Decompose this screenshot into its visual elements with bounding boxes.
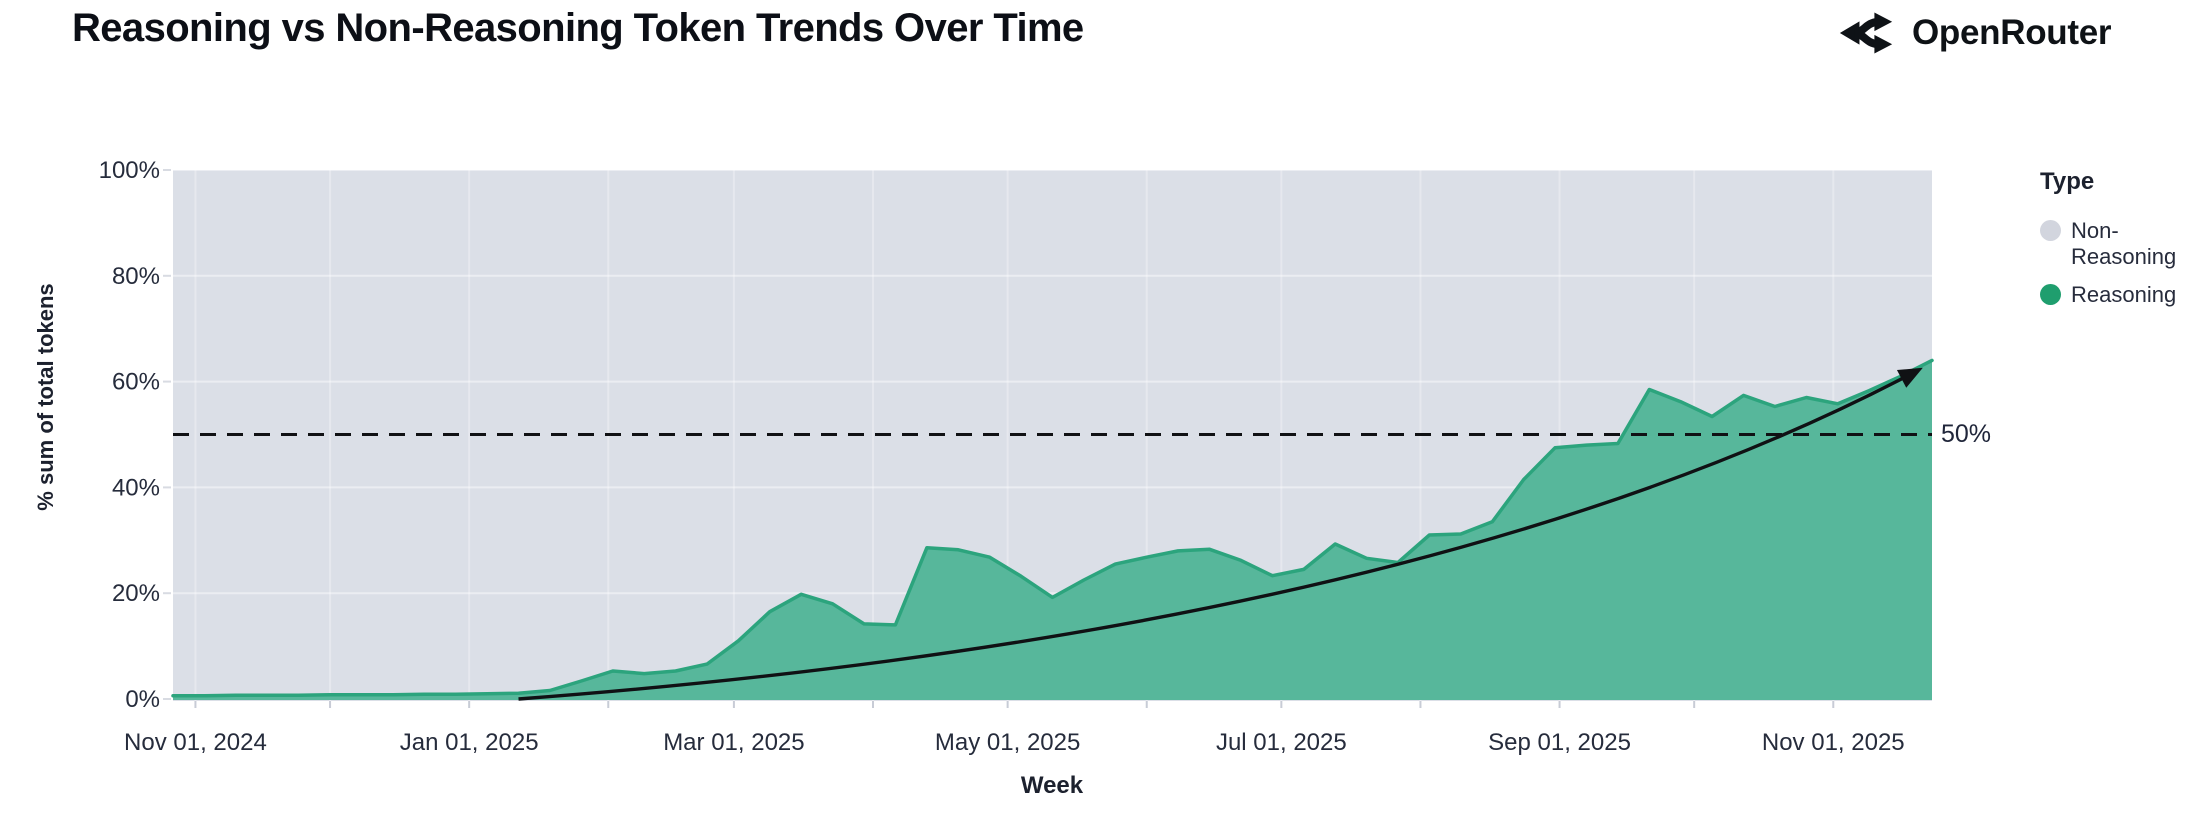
legend-title: Type [2040, 168, 2095, 195]
brand-wordmark: OpenRouter [1912, 13, 2112, 52]
y-tick-label: 60% [112, 369, 160, 396]
legend-entry-label: Reasoning [2071, 282, 2177, 308]
x-tick-label: May 01, 2025 [935, 729, 1080, 756]
x-tick-label: Mar 01, 2025 [663, 729, 804, 756]
y-tick-label: 80% [112, 263, 160, 290]
x-tick-label: Sep 01, 2025 [1488, 729, 1631, 756]
x-tick-label: Jan 01, 2025 [400, 729, 539, 756]
page-title: Reasoning vs Non-Reasoning Token Trends … [72, 6, 1084, 50]
legend-swatch-icon [2040, 220, 2061, 241]
x-tick-label: Jul 01, 2025 [1216, 729, 1347, 756]
x-tick-label: Nov 01, 2025 [1762, 729, 1905, 756]
reference-line-label: 50% [1941, 420, 1992, 448]
x-tick-label: Nov 01, 2024 [124, 729, 267, 756]
legend-swatch-icon [2040, 284, 2061, 306]
reasoning-area [173, 360, 1932, 700]
y-tick-label: 20% [112, 580, 160, 607]
reasoning-area-edge [171, 358, 1934, 698]
brand-lockup: OpenRouter [1838, 10, 2112, 56]
openrouter-logo-icon [1839, 12, 1893, 54]
y-tick-label: 100% [99, 157, 160, 184]
trend-arrowhead [1896, 367, 1923, 388]
y-tick-label: 0% [125, 686, 160, 713]
x-axis-title: Week [1020, 772, 1084, 799]
legend: Type Non-Reasoning Reasoning [2040, 168, 2200, 321]
legend-entry: Non-Reasoning [2040, 218, 2200, 269]
y-axis-title: % sum of total tokens [33, 283, 58, 511]
legend-entry-label: Non-Reasoning [2071, 218, 2177, 269]
y-tick-label: 40% [112, 474, 160, 501]
legend-entry: Reasoning [2040, 282, 2200, 308]
trend-curve [518, 373, 1911, 701]
